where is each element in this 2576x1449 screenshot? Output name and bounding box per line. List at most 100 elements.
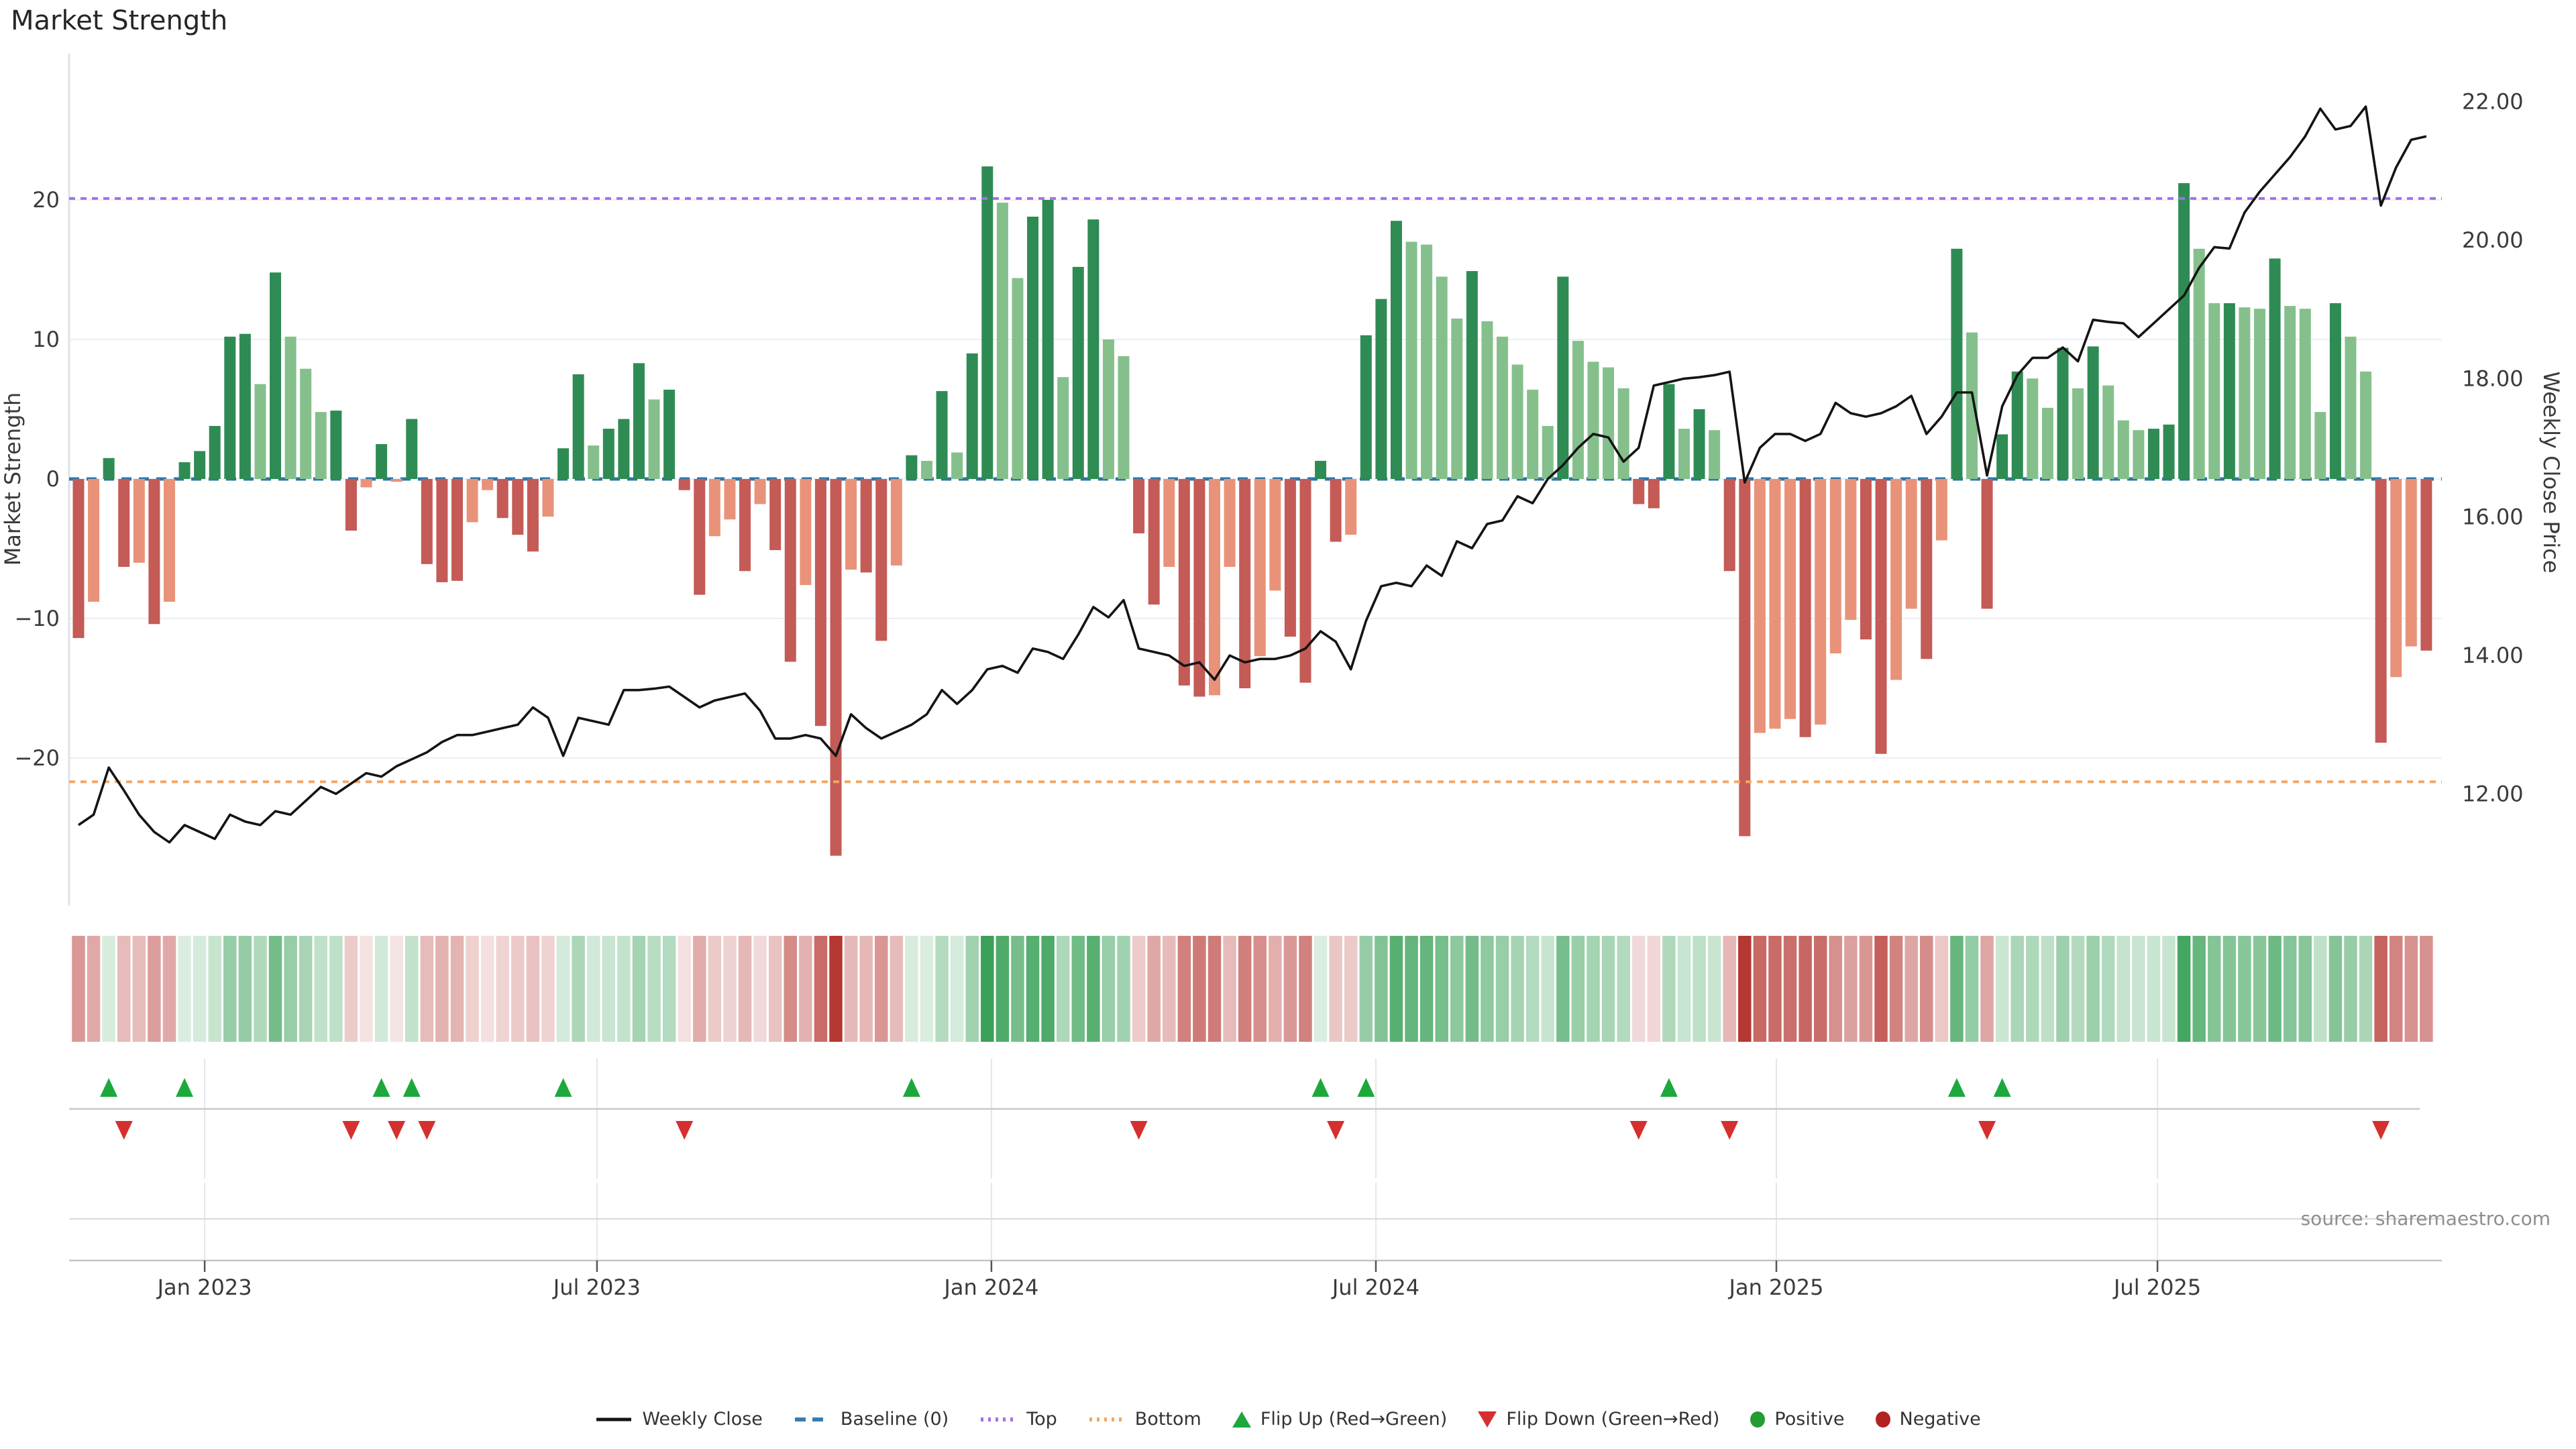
strength-bar [678, 479, 690, 490]
heatmap-cell [708, 936, 722, 1042]
left-axis: 20 10 0 −10 −20 Market Strength [0, 187, 60, 771]
x-tick-label: Jan 2024 [943, 1275, 1038, 1300]
flip-markers [100, 1078, 2390, 1140]
heatmap-cell [1965, 936, 1979, 1042]
heatmap-cell [162, 936, 176, 1042]
strength-bar [1648, 479, 1660, 508]
strength-bar [769, 479, 782, 551]
strength-bars [72, 166, 2432, 856]
strength-bar [209, 425, 221, 479]
strength-bar [1875, 479, 1887, 754]
strength-bar [1996, 434, 2008, 479]
strength-bar [1421, 244, 1433, 479]
strength-bar [1299, 479, 1311, 683]
heatmap-cell [1920, 936, 1933, 1042]
strength-bar [2239, 307, 2251, 479]
heatmap-cell [1859, 936, 1873, 1042]
strength-bar [482, 479, 494, 490]
strength-bar [1739, 479, 1751, 837]
strength-bar [1905, 479, 1917, 609]
heatmap-cell [1556, 936, 1570, 1042]
strength-bar [1572, 341, 1584, 479]
strength-bar [1966, 332, 1978, 479]
strength-bar [527, 479, 539, 552]
heatmap-cell [1071, 936, 1085, 1042]
heatmap-cell [466, 936, 479, 1042]
heatmap-cell [1147, 936, 1161, 1042]
strength-bar [2102, 385, 2114, 479]
heatmap-cell [753, 936, 767, 1042]
heatmap-cell [2253, 936, 2267, 1042]
heatmap-cell [148, 936, 161, 1042]
legend-label: Negative [1899, 1409, 1981, 1430]
strength-bar [1845, 479, 1857, 621]
flip-up-marker-icon [554, 1078, 572, 1097]
strength-bar [496, 479, 508, 519]
strength-bar [2284, 306, 2296, 479]
heatmap-cell [72, 936, 85, 1042]
heatmap-cell [450, 936, 464, 1042]
strength-bar [88, 479, 100, 602]
heatmap-cell [784, 936, 798, 1042]
heatmap-cell [435, 936, 449, 1042]
strength-bar [1769, 479, 1781, 729]
heatmap-cell [480, 936, 494, 1042]
heatmap-cell [768, 936, 782, 1042]
strength-bar [1405, 241, 1417, 479]
strength-bar [1087, 219, 1099, 479]
strength-bar [1133, 479, 1145, 534]
heatmap-cell [2404, 936, 2418, 1042]
strength-bar [345, 479, 357, 531]
strength-bar [663, 389, 676, 479]
strength-bar [1284, 479, 1296, 637]
heatmap-cell [586, 936, 600, 1042]
strength-bar [1269, 479, 1281, 591]
heatmap-cell [178, 936, 191, 1042]
y-right-tick-label: 20.00 [2462, 227, 2524, 253]
strength-bar [1527, 389, 1539, 479]
flip-down-marker-icon [115, 1121, 133, 1140]
strength-bar [1360, 335, 1372, 479]
y-left-tick-label: −20 [14, 745, 60, 771]
legend-label: Baseline (0) [840, 1409, 949, 1430]
heatmap-cell [1723, 936, 1736, 1042]
heatmap-cell [1662, 936, 1676, 1042]
strength-bar [981, 166, 994, 479]
strength-bar [2133, 430, 2145, 479]
strength-bar [1178, 479, 1190, 686]
heatmap-cell [1980, 936, 1994, 1042]
y-left-tick-label: 10 [32, 327, 60, 352]
strength-bar [2057, 347, 2069, 479]
heatmap-cell [1768, 936, 1782, 1042]
strength-bar [1102, 339, 1114, 479]
heatmap-cell [1631, 936, 1646, 1042]
flip-down-marker-icon [1978, 1121, 1996, 1140]
strength-bar [784, 479, 796, 662]
heatmap-cell [1132, 936, 1146, 1042]
flip-up-marker-icon [1660, 1078, 1678, 1097]
strength-bar [1678, 429, 1690, 479]
strength-bar [376, 444, 388, 479]
heatmap-cell [208, 936, 221, 1042]
strength-bar [1224, 479, 1236, 568]
heatmap-cell [1102, 936, 1116, 1042]
heatmap-cell [1117, 936, 1130, 1042]
strength-bar [133, 479, 145, 563]
heatmap-cell [844, 936, 858, 1042]
heatmap-cell [2101, 936, 2115, 1042]
strength-bar [739, 479, 751, 572]
heatmap-cell [87, 936, 101, 1042]
heatmap-cell [1799, 936, 1812, 1042]
legend-item-positive: Positive [1750, 1409, 1845, 1430]
heatmap-cell [2359, 936, 2373, 1042]
strength-bar [1511, 364, 1523, 479]
heatmap-cell [1238, 936, 1252, 1042]
strength-bar [2178, 183, 2190, 479]
heatmap-cell [1889, 936, 1903, 1042]
flip-up-marker-icon [100, 1078, 118, 1097]
heatmap-cell [859, 936, 873, 1042]
strength-bar [830, 479, 842, 856]
strength-bar [2011, 371, 2023, 479]
strength-bar [2193, 248, 2205, 479]
legend-label: Positive [1774, 1409, 1845, 1430]
